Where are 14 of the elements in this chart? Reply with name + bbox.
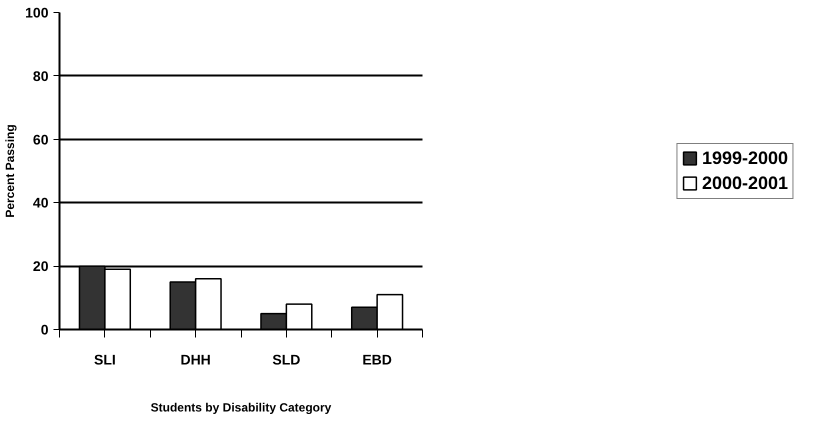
y-tick-label: 100 <box>25 4 49 20</box>
legend-label: 1999-2000 <box>702 148 788 168</box>
x-tick-label: SLD <box>272 352 300 368</box>
y-tick-label: 40 <box>32 194 49 211</box>
x-axis-title: Students by Disability Category <box>150 400 332 414</box>
y-axis-title: Percent Passing <box>3 124 18 218</box>
legend-label: 2000-2001 <box>702 172 788 194</box>
y-tick-label: 0 <box>40 322 49 338</box>
y-tick-label: 80 <box>32 68 49 84</box>
x-tick-label: EBD <box>362 352 392 368</box>
y-tick-label: 20 <box>32 258 49 274</box>
x-tick-label: SLI <box>94 352 116 368</box>
x-tick-label: DHH <box>180 352 211 368</box>
y-tick-label: 60 <box>32 131 49 148</box>
